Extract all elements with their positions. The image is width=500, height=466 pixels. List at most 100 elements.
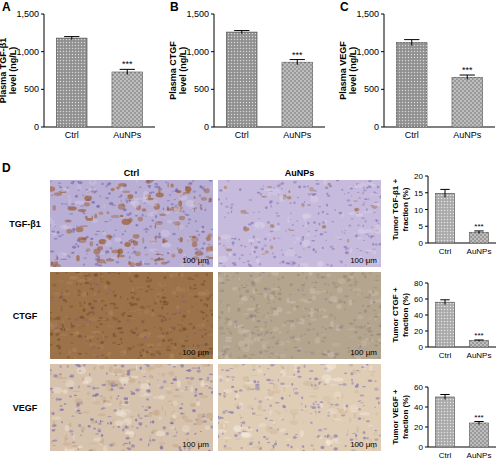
tissue-texture bbox=[311, 282, 314, 283]
tissue-texture bbox=[194, 394, 197, 397]
tissue-texture bbox=[347, 192, 349, 194]
tissue-texture bbox=[142, 208, 147, 211]
tissue-texture bbox=[306, 329, 311, 332]
tissue-texture bbox=[299, 263, 309, 267]
tissue-texture bbox=[338, 278, 346, 283]
tissue-texture bbox=[278, 298, 281, 301]
tissue-texture bbox=[301, 289, 304, 291]
y-tick bbox=[41, 51, 44, 52]
tissue-texture bbox=[98, 290, 100, 292]
tissue-texture bbox=[132, 240, 134, 243]
tissue-texture bbox=[254, 222, 265, 229]
tissue-texture bbox=[189, 449, 190, 451]
x-tick-label: Ctrl bbox=[65, 130, 79, 140]
tissue-texture bbox=[59, 365, 62, 368]
tissue-texture bbox=[70, 374, 74, 377]
tissue-texture bbox=[179, 340, 185, 342]
tissue-texture bbox=[59, 186, 62, 188]
tissue-texture bbox=[334, 316, 336, 319]
tissue-texture bbox=[191, 236, 198, 242]
tissue-texture bbox=[108, 182, 111, 185]
bar-texture bbox=[470, 341, 489, 347]
tissue-texture bbox=[94, 273, 98, 276]
tissue-texture bbox=[97, 429, 101, 432]
tissue-texture bbox=[65, 272, 67, 273]
tissue-texture bbox=[67, 206, 71, 207]
tissue-texture bbox=[263, 314, 264, 316]
y-tick-label: 0 bbox=[374, 122, 379, 132]
tissue-texture bbox=[100, 341, 104, 344]
tissue-texture bbox=[354, 331, 357, 333]
tissue-texture bbox=[298, 186, 301, 189]
tissue-texture bbox=[363, 211, 374, 213]
tissue-texture bbox=[338, 327, 342, 329]
bar-texture bbox=[396, 43, 427, 127]
tissue-texture bbox=[266, 346, 271, 348]
tissue-texture bbox=[50, 181, 52, 183]
tissue-texture bbox=[186, 336, 188, 337]
bars bbox=[436, 189, 489, 243]
tissue-texture bbox=[165, 181, 167, 183]
error-bar bbox=[474, 231, 483, 234]
tissue-texture bbox=[188, 432, 190, 435]
tissue-texture bbox=[91, 201, 95, 204]
tissue-texture bbox=[204, 343, 208, 346]
tissue-texture bbox=[191, 367, 195, 368]
tissue-texture bbox=[99, 317, 103, 319]
tissue-texture bbox=[364, 250, 375, 252]
tissue-texture bbox=[126, 200, 128, 203]
tissue-texture bbox=[270, 332, 272, 334]
tissue-texture bbox=[196, 275, 203, 276]
tissue-texture bbox=[354, 208, 360, 212]
tissue-texture bbox=[120, 195, 123, 196]
error-cap bbox=[440, 299, 449, 300]
tissue-texture bbox=[71, 415, 74, 416]
tissue-texture bbox=[224, 216, 226, 217]
tissue-texture bbox=[50, 343, 52, 345]
y-tick-label: 60 bbox=[414, 383, 423, 392]
tissue-texture bbox=[363, 240, 365, 241]
tissue-texture bbox=[240, 254, 244, 256]
y-axis-label: Tumor VEGF + bbox=[391, 389, 400, 445]
tissue-texture bbox=[146, 398, 149, 400]
x-tick-label: Ctrl bbox=[439, 451, 452, 460]
tissue-texture bbox=[112, 342, 116, 344]
tissue-texture bbox=[90, 238, 93, 240]
tissue-texture bbox=[345, 251, 349, 254]
tissue-texture bbox=[366, 328, 370, 330]
tissue-texture bbox=[272, 252, 274, 254]
tissue-texture bbox=[316, 274, 321, 277]
tissue-texture bbox=[276, 215, 280, 217]
tissue-texture bbox=[96, 205, 100, 208]
tissue-texture bbox=[105, 241, 112, 247]
tissue-texture bbox=[317, 309, 318, 312]
tissue-texture bbox=[187, 294, 194, 296]
tissue-texture bbox=[125, 425, 126, 428]
tissue-texture bbox=[228, 330, 232, 331]
tissue-texture bbox=[324, 298, 327, 301]
tissue-texture bbox=[63, 225, 72, 230]
tissue-texture bbox=[145, 280, 149, 283]
tissue-texture bbox=[89, 272, 90, 274]
tissue-texture bbox=[348, 212, 355, 215]
tissue-texture bbox=[278, 293, 281, 295]
tissue-texture bbox=[254, 326, 259, 328]
tissue-texture bbox=[273, 225, 280, 231]
tissue-texture bbox=[63, 291, 70, 296]
tissue-texture bbox=[252, 235, 255, 238]
tissue-texture bbox=[163, 207, 165, 210]
tissue-texture bbox=[293, 241, 296, 244]
tissue-texture bbox=[105, 186, 108, 187]
tissue-texture bbox=[263, 185, 264, 187]
tissue-texture bbox=[104, 221, 109, 222]
y-tick-label: 20 bbox=[414, 327, 423, 336]
tissue-texture bbox=[193, 326, 195, 329]
tissue-texture bbox=[276, 340, 281, 341]
tissue-texture bbox=[277, 357, 281, 359]
y-tick-label: 1,500 bbox=[186, 9, 209, 19]
tissue-texture bbox=[178, 274, 180, 276]
tissue-texture bbox=[171, 254, 175, 258]
tissue-texture bbox=[279, 195, 285, 202]
tissue-texture bbox=[345, 253, 348, 255]
tissue-texture bbox=[122, 190, 130, 193]
